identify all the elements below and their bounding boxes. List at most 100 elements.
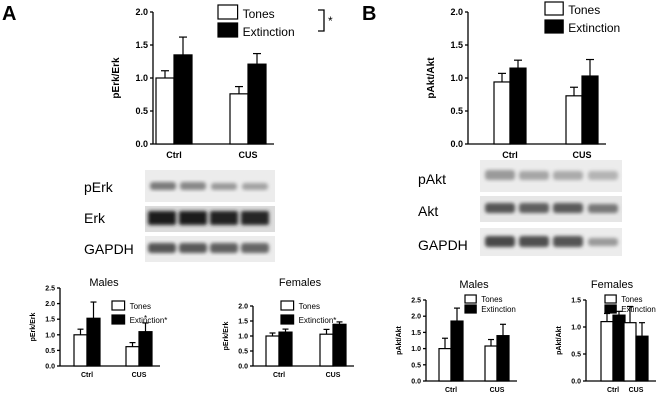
- y-tick-label: 0.5: [571, 352, 581, 359]
- chart-a-main: 0.0 0.5 1.0 1.5 2.0 pErk/Erk Ctrl CUS Tones Extin…: [111, 4, 333, 160]
- legend-label: Tones: [243, 7, 275, 21]
- y-tick-label: 1.5: [571, 298, 581, 305]
- bar-cus-tones: [229, 93, 249, 145]
- blot-image-erk: [145, 206, 275, 232]
- x-tick-label: CUS: [238, 150, 257, 160]
- y-tick-label: 0.5: [450, 106, 463, 116]
- y-tick-label: 0.5: [411, 362, 421, 369]
- bar-ctrl-extinction: [278, 331, 293, 367]
- y-tick-label: 0.0: [571, 379, 581, 386]
- legend-swatch: [464, 294, 477, 304]
- y-tick-label: 0.0: [135, 139, 148, 149]
- chart-title: Males: [459, 279, 489, 291]
- y-axis-label: pAkt/Akt: [556, 325, 563, 354]
- y-axis-label: pErk/Erk: [223, 321, 230, 350]
- x-tick-label: CUS: [326, 372, 341, 379]
- y-tick-label: 2.0: [411, 314, 421, 321]
- legend-label: Extinction: [568, 21, 620, 35]
- bar-cus-extinction: [247, 63, 267, 145]
- blot-label-perk: pErk: [84, 179, 114, 195]
- legend-swatch: [111, 314, 126, 325]
- bar-cus-extinction: [581, 75, 599, 145]
- legend-swatch: [280, 314, 295, 325]
- y-tick-label: 0.5: [45, 348, 55, 355]
- x-tick-label: Ctrl: [166, 150, 182, 160]
- bar-cus-extinction: [138, 331, 153, 367]
- bar-cus-extinction: [332, 323, 347, 367]
- y-tick-label: 0.0: [411, 379, 421, 386]
- bar-ctrl-tones: [265, 335, 280, 367]
- x-tick-label: CUS: [132, 372, 147, 379]
- bar-ctrl-extinction: [86, 317, 101, 367]
- chart-title: Males: [89, 277, 119, 289]
- y-tick-label: 1.5: [450, 40, 463, 50]
- x-tick-label: CUS: [629, 387, 644, 394]
- y-tick-label: 0.5: [135, 106, 148, 116]
- y-tick-label: 2.5: [45, 286, 55, 293]
- blot-label-akt: Akt: [418, 203, 438, 219]
- y-axis-label: pAkt/Akt: [426, 57, 437, 99]
- bar-ctrl-extinction: [509, 67, 527, 145]
- x-tick-label: Ctrl: [81, 372, 93, 379]
- significance-star: *: [328, 14, 333, 28]
- significance-bracket: [318, 9, 325, 32]
- y-tick-label: 2.0: [238, 304, 248, 311]
- y-axis-label: pErk/Erk: [111, 57, 122, 99]
- y-tick-label: 2.0: [450, 7, 463, 17]
- legend-swatch: [217, 4, 239, 20]
- blot-label-gapdh-a: GAPDH: [84, 241, 134, 257]
- x-tick-label: Ctrl: [607, 387, 619, 394]
- blot-image-gapdh-b: [480, 228, 622, 256]
- significance-star: *: [144, 314, 147, 323]
- bar-ctrl-tones: [493, 81, 511, 145]
- x-tick-label: Ctrl: [273, 372, 285, 379]
- bar-cus-tones: [484, 345, 498, 382]
- chart-b-main: 0.0 0.5 1.0 1.5 2.0 pAkt/Akt Ctrl CUS Tones Extin…: [426, 1, 620, 160]
- y-tick-label: 2.0: [135, 7, 148, 17]
- x-tick-label: CUS: [572, 150, 591, 160]
- bar-cus-tones: [319, 333, 334, 367]
- bar-cus-tones: [623, 322, 637, 382]
- y-tick-label: 2.5: [411, 298, 421, 305]
- legend-swatch: [604, 294, 617, 304]
- y-tick-label: 0.0: [450, 139, 463, 149]
- blot-image-gapdh-a: [145, 236, 275, 262]
- bar-cus-tones: [125, 346, 140, 367]
- y-tick-label: 0.0: [45, 364, 55, 371]
- legend-label: Tones: [130, 302, 151, 311]
- y-tick-label: 1.0: [450, 73, 463, 83]
- legend-swatch: [280, 300, 295, 311]
- x-tick-label: CUS: [490, 387, 505, 394]
- chart-a-females: 0.0 0.5 1.0 1.5 2.0 pErk/Erk Ctrl CUS Females Ton…: [223, 277, 354, 379]
- x-tick-label: Ctrl: [502, 150, 518, 160]
- y-tick-label: 1.0: [238, 334, 248, 341]
- legend-swatch: [544, 19, 564, 34]
- chart-a-males: 0.0 0.5 1.0 1.5 2.0 2.5 pErk/Erk Ctrl CUS Males To…: [30, 277, 167, 379]
- legend-swatch: [217, 22, 239, 38]
- legend-label: Extinction: [621, 305, 656, 314]
- y-tick-label: 1.5: [45, 317, 55, 324]
- y-tick-label: 1.5: [238, 319, 248, 326]
- legend-swatch: [464, 304, 477, 314]
- chart-title: Females: [279, 277, 322, 289]
- bar-ctrl-extinction: [173, 54, 193, 145]
- legend-label: Tones: [568, 3, 600, 17]
- y-tick-label: 1.5: [135, 40, 148, 50]
- legend-label: Tones: [299, 302, 320, 311]
- bar-cus-extinction: [635, 335, 649, 382]
- bar-ctrl-tones: [73, 334, 88, 367]
- legend-label: Tones: [621, 295, 642, 304]
- blot-image-perk: [145, 170, 275, 202]
- chart-b-males: 0.0 0.5 1.0 1.5 2.0 2.5 pAkt/Akt Ctrl CUS Males To…: [396, 279, 517, 394]
- legend-label: Extinction*: [130, 316, 168, 325]
- blot-image-pakt: [480, 160, 622, 192]
- x-tick-label: Ctrl: [445, 387, 457, 394]
- bar-ctrl-extinction: [612, 314, 626, 382]
- legend-swatch: [604, 304, 617, 314]
- chart-title: Females: [591, 279, 634, 291]
- chart-b-females: 0.0 0.5 1.0 1.5 pAkt/Akt Ctrl CUS Females TonesE…: [556, 279, 656, 394]
- bar-ctrl-tones: [600, 321, 614, 382]
- y-tick-label: 0.5: [238, 349, 248, 356]
- blot-label-pakt: pAkt: [418, 171, 446, 187]
